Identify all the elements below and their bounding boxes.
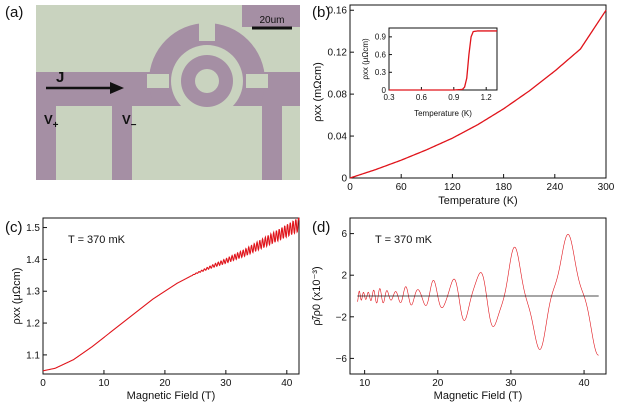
chart-c-xtick-label-4: 40 [281,378,293,389]
chart-c-xtick-label-2: 20 [159,378,171,389]
chart-d-xtick-label-0: 10 [359,378,371,389]
chart-d-ylabel: ρ̃/ρ0 (x10⁻³) [311,266,323,325]
chart-b-xtick-label-2: 120 [444,182,461,193]
voltage-minus-label: V− [122,112,137,131]
chart-d-ytick-label-0: 6 [341,229,347,240]
chart-c-ytick-label-4: 1.5 [26,223,40,234]
chart-b-inset-ytick-label-0: 0 [382,86,387,95]
chart-d-ytick-label-2: −2 [336,312,348,323]
chart-b-xtick-label-0: 0 [347,182,353,193]
chart-c-series-line [42,217,300,372]
chart-d-ytick-label-1: 2 [341,271,347,282]
chart-b-xtick-label-5: 300 [598,182,615,193]
chart-b-xtick-label-4: 240 [546,182,563,193]
chart-b-frame [349,4,607,179]
chart-b-inset-ticks: 0.3 0.6 0.9 1.200.30.60.9 [375,33,492,102]
chart-b-inset-series-line [389,30,497,91]
chart-d: 10 20 30 40 6 2 −2 −6 T = 370 mK Magnetic Field… [311,217,607,402]
chart-b-inset-ytick-label-1: 0.3 [375,68,387,77]
chart-b-inset-xlabel: Temperature (K) [414,109,472,118]
chart-d-ticks: 10 20 30 40 6 2 −2 −6 [336,229,590,389]
panel-label-c: (c) [5,219,23,236]
chart-b-ylabel: ρxx (mΩcm) [312,62,324,122]
chart-b-ticks: 0 60 120 180 240 300 0 0.04 0.08 0.12 0.16 [328,6,615,193]
chart-b: 0 60 120 180 240 300 0 0.04 0.08 0.12 0.16 Tempera… [312,4,615,207]
chart-d-series-line [357,234,599,356]
micrograph: 20um J V+ V− [36,5,300,180]
chart-c-ytick-label-1: 1.2 [26,319,40,330]
chart-b-inset-xtick-label-1: 0.6 [416,93,428,102]
chart-d-xtick-label-1: 20 [432,378,444,389]
chart-b-inset-xtick-label-2: 0.9 [448,93,460,102]
chart-b-inset-ytick-label-3: 0.9 [375,33,387,42]
chart-b-ytick-label-3: 0.12 [328,48,348,59]
chart-b-xtick-label-3: 180 [495,182,512,193]
chart-c-xlabel: Magnetic Field (T) [127,390,216,402]
chart-b-xlabel: Temperature (K) [438,195,517,207]
chart-d-ytick-label-3: −6 [336,354,348,365]
chart-c: 0 10 20 30 40 1.1 1.2 1.3 1.4 1.5 T = 370 mK Magn… [11,217,300,402]
chart-b-ytick-label-2: 0.08 [328,90,348,101]
chart-c-xtick-label-1: 10 [98,378,110,389]
chart-b-ytick-label-4: 0.16 [328,6,348,17]
scale-bar-label: 20um [259,15,284,26]
chart-b-xtick-label-1: 60 [396,182,408,193]
chart-d-xtick-label-2: 30 [505,378,517,389]
chart-c-xtick-label-0: 0 [40,378,46,389]
chart-c-ylabel: ρxx (μΩcm) [11,268,23,325]
chart-b-series-line [349,9,607,179]
chart-b-ytick-label-1: 0.04 [328,132,348,143]
current-label: J [56,69,64,86]
chart-d-frame [349,217,607,375]
chart-b-inset-ylabel: ρxx (μΩcm) [361,38,370,80]
chart-b-inset-xtick-label-3: 1.2 [481,93,493,102]
chart-d-annotation: T = 370 mK [375,234,433,246]
chart-c-ytick-label-2: 1.3 [26,287,40,298]
chart-b-inset-xtick-label-0: 0.3 [383,93,395,102]
chart-c-ytick-label-3: 1.4 [26,255,40,266]
current-arrow-head [110,82,124,94]
chart-c-ytick-label-0: 1.1 [26,350,40,361]
panel-label-a: (a) [5,4,23,21]
chart-d-xtick-label-3: 40 [578,378,590,389]
voltage-plus-label: V+ [44,112,59,131]
chart-c-frame [42,217,300,375]
chart-b-inset-ytick-label-2: 0.6 [375,50,387,59]
panel-label-d: (d) [312,219,330,236]
chart-b-ytick-label-0: 0 [341,174,347,185]
chart-c-xtick-label-3: 30 [220,378,232,389]
chart-c-ticks: 0 10 20 30 40 1.1 1.2 1.3 1.4 1.5 [26,223,293,389]
chart-b-inset-frame [388,27,498,91]
panel-label-b: (b) [312,4,330,21]
chart-c-annotation: T = 370 mK [68,234,126,246]
chart-d-xlabel: Magnetic Field (T) [434,390,523,402]
